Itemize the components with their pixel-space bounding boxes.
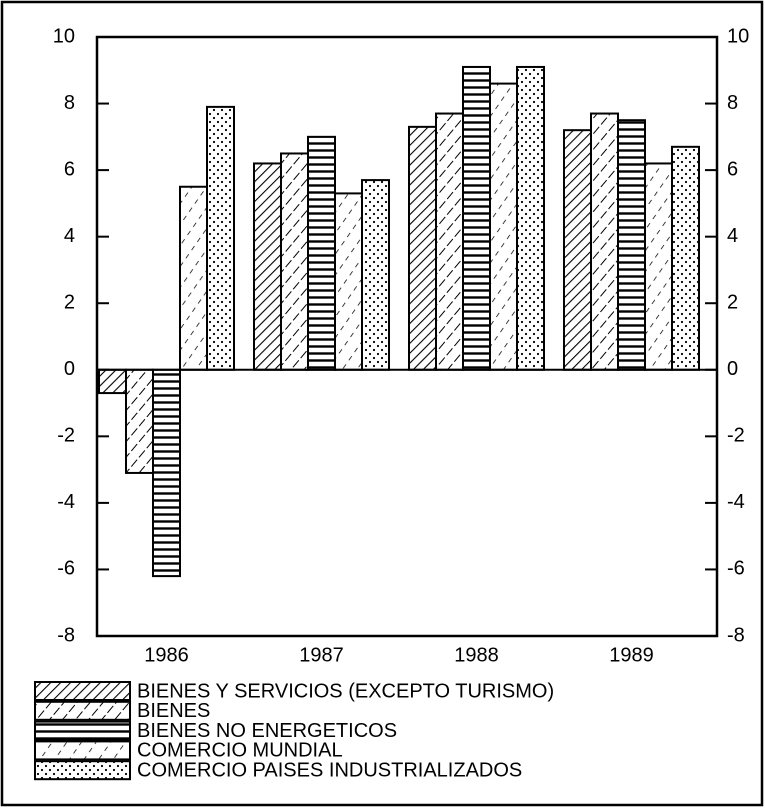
y2-tick-label: 2 — [727, 292, 738, 314]
bar — [408, 125, 437, 371]
bar — [206, 105, 235, 371]
legend-swatch — [34, 681, 131, 701]
y-tick-label: 10 — [53, 25, 75, 47]
x-tick-label: 1988 — [454, 644, 499, 666]
bar — [334, 192, 363, 371]
legend-label: COMERCIO PAISES INDUSTRIALIZADOS — [137, 759, 522, 781]
y-tick-label: -2 — [57, 425, 75, 447]
bar — [307, 135, 336, 371]
legend-swatch — [34, 760, 131, 781]
bar — [590, 112, 619, 371]
y-tick-label: -4 — [57, 491, 75, 513]
bar — [125, 368, 154, 474]
y2-tick-label: -6 — [727, 558, 745, 580]
bar — [361, 179, 390, 371]
bar — [435, 112, 464, 371]
bar — [98, 368, 127, 395]
y-tick-label: -8 — [57, 624, 75, 646]
bar — [617, 119, 646, 371]
y2-tick-label: 0 — [727, 358, 738, 380]
bar — [253, 162, 282, 371]
bar — [489, 82, 518, 371]
x-tick-label: 1987 — [299, 644, 344, 666]
y-tick-label: -6 — [57, 558, 75, 580]
legend-swatch — [34, 740, 131, 761]
y2-tick-label: 6 — [727, 158, 738, 180]
legend-swatch — [34, 720, 131, 741]
y2-tick-label: 4 — [727, 225, 738, 247]
y-tick-label: 2 — [64, 292, 75, 314]
bar — [280, 152, 309, 371]
y2-tick-label: -2 — [727, 425, 745, 447]
y2-tick-label: -8 — [727, 624, 745, 646]
bar — [671, 145, 700, 371]
legend-label: BIENES — [137, 700, 210, 722]
y2-tick-label: 10 — [727, 25, 749, 47]
bar — [152, 368, 181, 578]
legend-label: COMERCIO MUNDIAL — [137, 740, 343, 762]
y-tick-label: 6 — [64, 158, 75, 180]
y-tick-label: 4 — [64, 225, 75, 247]
bar — [179, 185, 208, 371]
plot-frame — [95, 35, 719, 638]
x-tick-label: 1986 — [144, 644, 189, 666]
x-tick-label: 1989 — [609, 644, 654, 666]
y2-tick-label: 8 — [727, 92, 738, 114]
y-tick-label: 8 — [64, 92, 75, 114]
bar — [644, 162, 673, 371]
bar — [462, 65, 491, 371]
y-tick-label: 0 — [64, 358, 75, 380]
legend-label: BIENES NO ENERGETICOS — [137, 720, 397, 742]
legend-label: BIENES Y SERVICIOS (EXCEPTO TURISMO) — [137, 680, 554, 702]
y2-tick-label: -4 — [727, 491, 745, 513]
bar — [563, 129, 592, 371]
legend-swatch — [34, 700, 131, 721]
bar — [516, 65, 545, 371]
